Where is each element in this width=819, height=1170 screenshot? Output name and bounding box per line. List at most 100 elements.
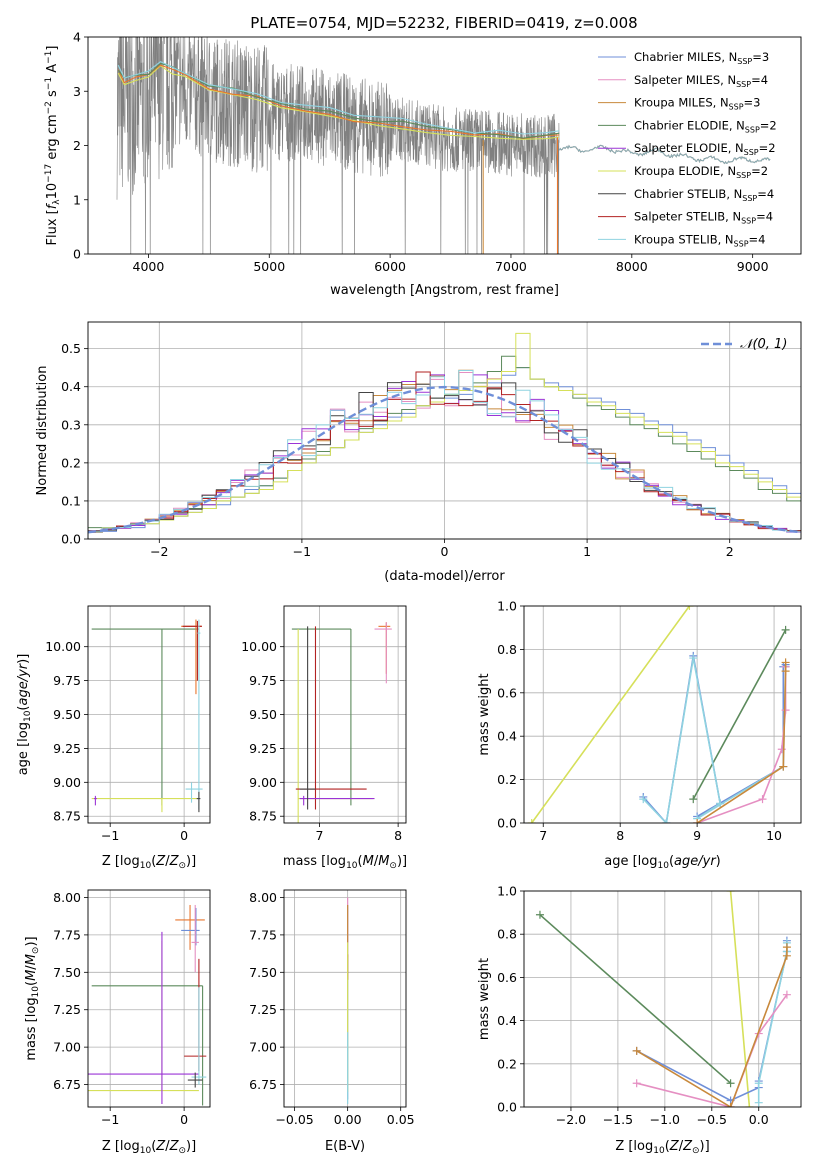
y-tick-label: 7.00 [249, 1040, 277, 1055]
model-spectrum [117, 62, 560, 139]
y-axis-label-part: )] [24, 936, 39, 946]
data-point [754, 1079, 763, 1088]
y-axis-label-part: s [45, 90, 60, 101]
x-tick-label: 10 [766, 828, 782, 843]
y-tick-label: 8.00 [249, 890, 277, 905]
model-spectrum [117, 61, 560, 135]
y-tick-label: 7.25 [53, 1002, 81, 1017]
y-tick-label: 2 [73, 138, 81, 153]
legend-label: Salpeter MILES, N [634, 73, 736, 87]
axis-label-part: 10 [140, 861, 152, 871]
legend-sub: SSP [742, 194, 757, 203]
y-tick-label: 0.8 [497, 927, 517, 942]
y-tick-label: 0.6 [497, 970, 517, 985]
weight-line [642, 657, 787, 823]
data-point [782, 943, 791, 952]
legend-suffix: =2 [759, 141, 776, 155]
x-tick-label: −2 [150, 544, 168, 559]
p5-frame [523, 605, 802, 824]
y-tick-label: 0.2 [61, 455, 81, 470]
legend-label: Salpeter ELODIE, N [634, 141, 744, 155]
y-tick-label: 9.25 [249, 741, 277, 756]
y-tick-label: 0.2 [497, 772, 517, 787]
y-tick-label: 3 [73, 84, 81, 99]
observed-spectrum [116, 37, 560, 254]
clip-p5-plot-area [527, 606, 790, 823]
axis-label: Z [log10(Z/Z⊙)] [102, 854, 196, 871]
y-axis-label-part: 10 [45, 183, 60, 200]
axis-label-part: ( [665, 1139, 670, 1154]
x-tick-label: −1.0 [650, 1112, 680, 1127]
axis-label-part: )] [397, 854, 407, 869]
axis-label-part: )] [186, 854, 196, 869]
axis-label-part: / [374, 854, 379, 869]
legend-suffix: =4 [749, 232, 766, 246]
data-point [632, 1046, 641, 1055]
y-tick-label: 0.0 [61, 532, 81, 547]
y-axis-label-part: ( [16, 706, 31, 711]
data-point [782, 951, 791, 960]
x-tick-label: 8 [394, 828, 402, 843]
x-tick-label: 0 [180, 828, 188, 843]
y-axis-label-part: Flux [ [45, 209, 60, 245]
normal-curve [88, 385, 801, 534]
axis-label-part: Z [155, 1139, 166, 1154]
data-point [726, 1103, 735, 1107]
y-tick-label: 7.50 [53, 965, 81, 980]
y-tick-label: 0.8 [497, 642, 517, 657]
legend-entry: Kroupa STELIB, NSSP=4 [634, 232, 765, 248]
axis-label: Z [log10(Z/Z⊙)] [615, 1139, 709, 1156]
weight-line [531, 606, 691, 823]
model-spectrum [117, 64, 560, 140]
data-point [781, 658, 790, 667]
axis-label-part: M [363, 854, 374, 869]
legend-sub: SSP [734, 239, 749, 248]
y-axis-label-part: mass [log [24, 997, 39, 1060]
y-axis-label-part: −1 [44, 51, 54, 64]
y-axis-label: mass [log10(M/M⊙)] [24, 936, 41, 1060]
x-tick-label: −2.0 [556, 1112, 586, 1127]
y-axis-label-part: ] [45, 46, 60, 51]
mass-weight-vs-metallicity-axes: −2.0 −1.5 −1.0 −0.5 0.0 0.0 0.2 0.4 0.6 0.8 1.0 [497, 884, 801, 1127]
data-point [689, 795, 698, 804]
legend-suffix: =2 [760, 118, 777, 132]
data-point [662, 819, 671, 823]
legend-sub: SSP [736, 171, 751, 180]
legend-sub: SSP [736, 80, 751, 89]
clip-p6-plot-area [88, 904, 207, 1106]
clip-spec-plot-area [116, 37, 771, 254]
legend-suffix: =4 [757, 187, 774, 201]
y-tick-label: 9.00 [249, 775, 277, 790]
y-axis-label-part: f [45, 202, 60, 209]
x-tick-label: 8000 [616, 259, 648, 274]
data-point [639, 795, 648, 804]
data-point [745, 1103, 754, 1107]
p8-frame [523, 890, 802, 1108]
y-tick-label: 0.4 [497, 729, 517, 744]
x-tick-label: −0.05 [275, 1112, 313, 1127]
x-tick-label: −1 [101, 1112, 119, 1127]
data-point [754, 1098, 763, 1107]
y-tick-label: 0.0 [497, 816, 517, 831]
axis-label-part: Z [169, 854, 180, 869]
data-point [781, 625, 790, 634]
x-tick-label: 0.00 [334, 1112, 362, 1127]
y-axis-label-part: M [24, 954, 39, 965]
y-axis-label-part: )] [16, 654, 31, 664]
y-tick-label: 8.75 [249, 809, 277, 824]
y-tick-label: 7.75 [53, 927, 81, 942]
legend-label: Chabrier MILES, N [634, 50, 737, 64]
legend-entry: Kroupa MILES, NSSP=3 [634, 96, 760, 112]
legend-sub: SSP [741, 217, 756, 226]
legend-label: Kroupa MILES, N [634, 96, 729, 110]
y-tick-label: 7.25 [249, 1002, 277, 1017]
x-tick-label: 4000 [133, 259, 165, 274]
axis-label-part: Z [155, 854, 166, 869]
legend-sub: SSP [737, 57, 752, 66]
legend-entry: Salpeter ELODIE, NSSP=2 [634, 141, 776, 157]
data-point [726, 1079, 735, 1088]
y-tick-label: 9.75 [53, 673, 81, 688]
y-tick-label: 9.50 [53, 707, 81, 722]
y-tick-label: 9.50 [249, 707, 277, 722]
y-tick-label: 9.75 [249, 673, 277, 688]
